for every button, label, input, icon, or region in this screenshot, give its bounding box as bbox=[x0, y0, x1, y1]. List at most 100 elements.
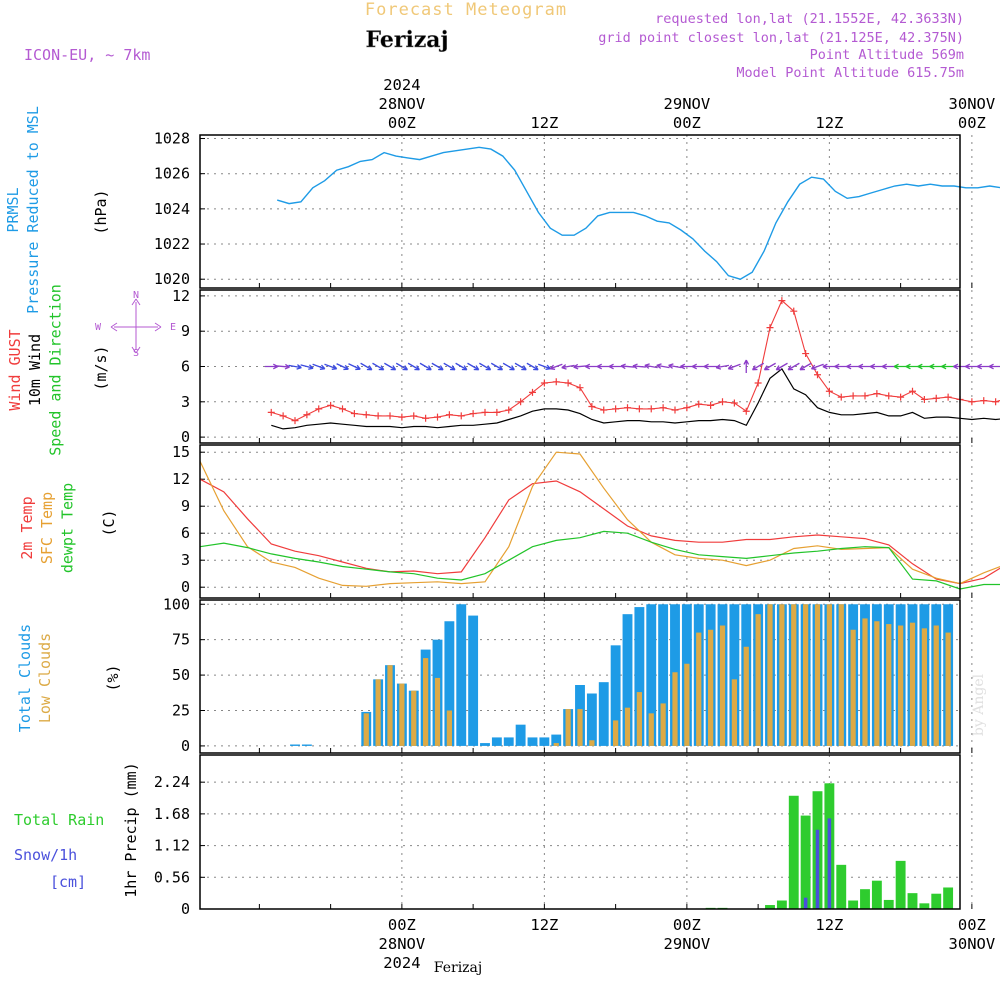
wind-direction-arrow bbox=[395, 362, 409, 371]
wind-direction-arrow bbox=[561, 364, 575, 370]
gust-marker bbox=[992, 398, 1000, 406]
wind-direction-arrow bbox=[336, 363, 349, 371]
ytick-label: 50 bbox=[172, 666, 190, 684]
total-clouds-bar bbox=[622, 614, 633, 746]
low-clouds-bar bbox=[862, 618, 868, 746]
low-clouds-bar bbox=[731, 679, 737, 746]
wind-direction-arrow bbox=[893, 363, 908, 370]
ytick-label: 1020 bbox=[154, 270, 190, 288]
gust-marker bbox=[552, 378, 560, 386]
wind-direction-arrow bbox=[810, 363, 824, 370]
wind-direction-arrow bbox=[799, 362, 812, 371]
wind-direction-arrow bbox=[822, 363, 836, 370]
time-label: 00Z bbox=[388, 114, 416, 132]
ylabel: (%) bbox=[104, 664, 122, 691]
compass-n: N bbox=[133, 290, 139, 301]
low-clouds-bar bbox=[838, 604, 844, 746]
total-clouds-bar bbox=[491, 737, 502, 746]
station-title: Ferizaj bbox=[365, 27, 448, 53]
gust-marker bbox=[339, 405, 346, 413]
total-clouds-bar bbox=[658, 604, 669, 746]
time-label: 2024 bbox=[383, 76, 420, 94]
wind-direction-arrow bbox=[668, 363, 682, 369]
total-clouds-bar bbox=[598, 682, 609, 746]
gust-marker bbox=[624, 404, 631, 412]
ytick-label: 3 bbox=[181, 551, 190, 569]
low-clouds-bar bbox=[850, 629, 856, 746]
gust-marker bbox=[410, 412, 418, 420]
low-clouds-bar bbox=[921, 628, 927, 746]
gust-marker bbox=[600, 406, 608, 414]
ytick-label: 1022 bbox=[154, 235, 190, 253]
rain-bar bbox=[931, 893, 942, 909]
total-clouds-bar bbox=[610, 645, 621, 746]
ytick-label: 1.68 bbox=[154, 805, 190, 823]
temp-2m-line bbox=[199, 478, 1000, 585]
ylabel: 1hr Precip (mm) bbox=[122, 762, 140, 897]
rain-bar bbox=[871, 880, 882, 909]
wind-direction-arrow bbox=[348, 363, 361, 371]
wind-direction-arrow bbox=[549, 363, 563, 370]
gust-marker bbox=[540, 379, 548, 387]
gust-marker bbox=[434, 413, 441, 421]
wind-direction-arrow bbox=[502, 362, 515, 371]
gust-marker bbox=[695, 400, 703, 408]
low-clouds-bar bbox=[874, 621, 880, 746]
low-clouds-bar bbox=[624, 707, 631, 746]
pressure-line bbox=[277, 146, 1000, 280]
requested-coords: requested lon,lat (21.1552E, 42.3633N) bbox=[655, 11, 964, 27]
gust-marker bbox=[825, 387, 833, 395]
gust-marker bbox=[837, 393, 845, 401]
gust-marker bbox=[909, 387, 916, 395]
ytick-label: 9 bbox=[181, 497, 190, 515]
low-clouds-bar bbox=[363, 713, 369, 746]
ytick-label: 75 bbox=[172, 631, 190, 649]
total-clouds-bar bbox=[586, 693, 597, 746]
rain-bar bbox=[943, 887, 954, 909]
low-clouds-bar bbox=[387, 665, 393, 746]
low-clouds-bar bbox=[933, 625, 939, 746]
total-clouds-bar bbox=[634, 607, 645, 746]
wind-direction-arrow bbox=[703, 363, 718, 370]
rain-bar bbox=[907, 893, 918, 909]
snow-bar bbox=[827, 818, 832, 909]
time-label: 29NOV bbox=[664, 935, 711, 953]
gust-marker bbox=[315, 405, 323, 413]
gust-marker bbox=[671, 406, 679, 414]
wind-direction-arrow bbox=[455, 362, 468, 371]
sfc-temp-line bbox=[199, 451, 1000, 587]
time-label: 12Z bbox=[530, 114, 558, 132]
label-cm: [cm] bbox=[50, 873, 86, 891]
panel-border bbox=[199, 289, 961, 444]
wind-direction-arrow bbox=[632, 363, 646, 370]
panel-label: dewpt Temp bbox=[58, 483, 76, 573]
wind-direction-arrow bbox=[419, 362, 432, 371]
gust-marker bbox=[980, 397, 988, 405]
panel-label: SFC Temp bbox=[38, 492, 56, 564]
ytick-label: 1024 bbox=[154, 200, 190, 218]
low-clouds-bar bbox=[791, 604, 797, 746]
gust-marker bbox=[742, 407, 750, 415]
ytick-label: 0 bbox=[181, 578, 190, 596]
gridpoint-coords: grid point closest lon,lat (21.125E, 42.… bbox=[598, 30, 964, 46]
panel-border bbox=[199, 444, 961, 599]
time-label: 00Z bbox=[958, 114, 986, 132]
wind-direction-arrow bbox=[443, 362, 456, 371]
ytick-label: 12 bbox=[172, 470, 190, 488]
wind-direction-arrow bbox=[264, 363, 279, 370]
rain-bar bbox=[860, 889, 870, 909]
gust-marker bbox=[754, 379, 762, 387]
low-clouds-bar bbox=[613, 720, 619, 746]
time-label: 00Z bbox=[388, 916, 416, 934]
gust-marker bbox=[529, 388, 536, 396]
wind-direction-arrow bbox=[988, 363, 1000, 370]
ytick-label: 0 bbox=[181, 737, 190, 755]
panel-0: 1020 1022 1024 1026 1028 PRMSL Pressure Reduce… bbox=[4, 106, 1000, 314]
wind-direction-arrow bbox=[976, 363, 991, 370]
gust-marker bbox=[849, 392, 857, 400]
gust-marker bbox=[778, 297, 786, 305]
wind-direction-arrow bbox=[680, 363, 694, 370]
ytick-label: 0.56 bbox=[154, 868, 190, 886]
time-label: 00Z bbox=[673, 916, 701, 934]
low-clouds-bar bbox=[589, 740, 595, 746]
